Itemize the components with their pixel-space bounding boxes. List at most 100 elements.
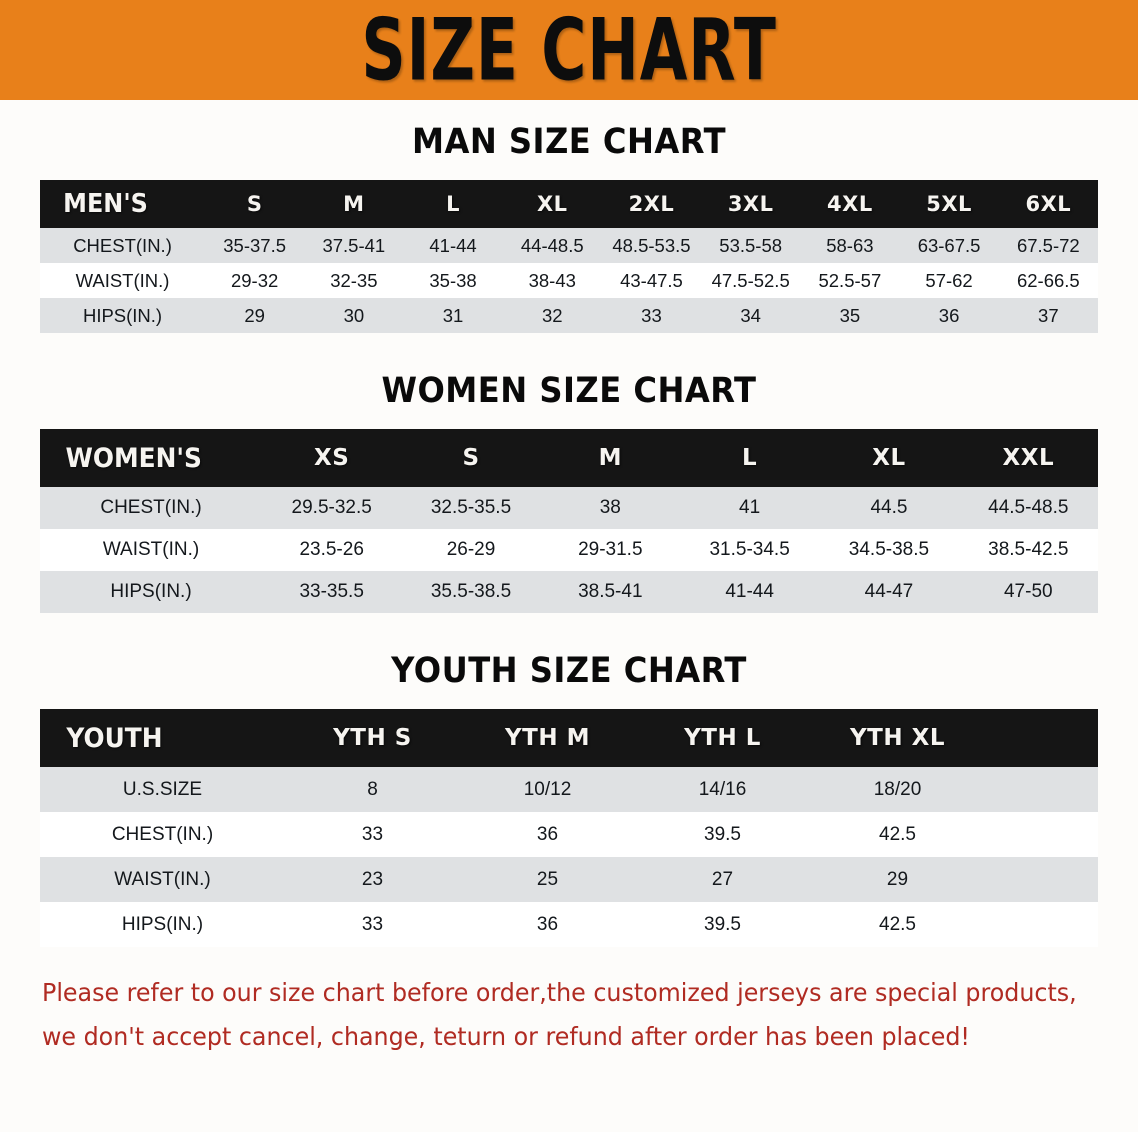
women-section-title: WOMEN SIZE CHART	[381, 371, 757, 411]
women-col-header-s: S	[462, 445, 480, 471]
page-title: SIZE CHART	[361, 0, 777, 101]
man-waist-s: 29-32	[230, 269, 279, 291]
man-table-header-row: MEN'S S M L XL 2XL 3XL 4XL 5XL 6XL	[40, 180, 1098, 228]
women-waist-xs: 23.5-26	[299, 539, 364, 560]
table-row: WAIST(IN.) 29-32 32-35 35-38 38-43 43-47…	[40, 263, 1098, 298]
women-hips-xl: 44-47	[864, 581, 914, 602]
man-waist-5xl: 57-62	[925, 269, 973, 291]
women-row-label-chest: CHEST(IN.)	[100, 497, 202, 518]
women-chest-s: 32.5-35.5	[430, 497, 512, 518]
youth-col-header-xl: YTH XL	[850, 725, 945, 751]
table-row: WAIST(IN.) 23 25 27 29	[40, 857, 1098, 902]
women-col-header-l: L	[742, 445, 758, 471]
man-hips-4xl: 35	[839, 304, 861, 326]
man-chest-4xl: 58-63	[826, 234, 874, 256]
man-hips-s: 29	[244, 304, 265, 326]
women-row-label-hips: HIPS(IN.)	[110, 581, 192, 602]
youth-hips-xl: 42.5	[879, 913, 916, 935]
table-row: WAIST(IN.) 23.5-26 26-29 29-31.5 31.5-34…	[40, 529, 1098, 571]
man-chest-5xl: 63-67.5	[917, 234, 981, 256]
women-waist-m: 29-31.5	[578, 539, 643, 560]
man-section-title: MAN SIZE CHART	[411, 122, 727, 162]
youth-us-size-s: 8	[367, 778, 378, 800]
table-row: HIPS(IN.) 29 30 31 32 33 34 35 36 37	[40, 298, 1098, 333]
women-size-table: WOMEN'S XS S M L XL XXL CHEST(IN.) 29.5-…	[40, 429, 1098, 613]
youth-waist-m: 25	[536, 868, 559, 890]
man-row-label-hips: HIPS(IN.)	[82, 304, 163, 326]
youth-waist-xl: 29	[886, 868, 909, 890]
man-chest-m: 37.5-41	[322, 234, 386, 256]
man-chest-2xl: 48.5-53.5	[612, 234, 691, 256]
man-chest-s: 35-37.5	[223, 234, 287, 256]
youth-waist-l: 27	[711, 868, 734, 890]
man-hips-6xl: 37	[1038, 304, 1059, 326]
youth-col-header-l: YTH L	[684, 725, 761, 751]
man-chart-wrapper: MEN'S S M L XL 2XL 3XL 4XL 5XL 6XL CHEST…	[40, 180, 1098, 333]
youth-chest-l: 39.5	[704, 823, 741, 845]
man-col-header-3xl: 3XL	[727, 192, 774, 216]
youth-row-label-chest: CHEST(IN.)	[111, 823, 214, 845]
man-chest-l: 41-44	[429, 234, 477, 256]
women-hips-xxl: 47-50	[1003, 581, 1053, 602]
women-chest-xs: 29.5-32.5	[291, 497, 372, 518]
man-size-table: MEN'S S M L XL 2XL 3XL 4XL 5XL 6XL CHEST…	[40, 180, 1098, 333]
man-col-header-l: L	[446, 192, 460, 216]
man-chest-3xl: 53.5-58	[719, 234, 783, 256]
youth-us-size-l: 14/16	[698, 778, 747, 800]
man-row-label-waist: WAIST(IN.)	[75, 269, 170, 291]
disclaimer-line-1: Please refer to our size chart before or…	[42, 978, 1077, 1007]
youth-chest-xl: 42.5	[879, 823, 916, 845]
table-row: CHEST(IN.) 33 36 39.5 42.5	[40, 812, 1098, 857]
disclaimer-line-2: we don't accept cancel, change, teturn o…	[42, 1022, 970, 1051]
man-waist-6xl: 62-66.5	[1016, 269, 1080, 291]
youth-table-header-row: YOUTH YTH S YTH M YTH L YTH XL	[40, 709, 1098, 767]
man-corner-label: MEN'S	[63, 189, 148, 219]
man-waist-xl: 38-43	[528, 269, 576, 291]
man-hips-2xl: 33	[641, 304, 662, 326]
man-hips-m: 30	[343, 304, 365, 326]
man-waist-3xl: 47.5-52.5	[711, 269, 790, 291]
youth-row-label-waist: WAIST(IN.)	[114, 868, 211, 890]
youth-corner-label: YOUTH	[66, 722, 163, 754]
youth-us-size-xl: 18/20	[873, 778, 922, 800]
women-hips-m: 38.5-41	[578, 581, 643, 602]
women-chest-m: 38	[599, 497, 621, 518]
man-col-header-m: M	[343, 192, 365, 216]
man-hips-l: 31	[442, 304, 464, 326]
youth-row-spacer	[985, 812, 1098, 857]
women-hips-s: 35.5-38.5	[430, 581, 512, 602]
man-col-header-2xl: 2XL	[628, 192, 675, 216]
man-row-label-chest: CHEST(IN.)	[73, 234, 172, 256]
man-waist-2xl: 43-47.5	[620, 269, 683, 291]
man-hips-xl: 32	[541, 304, 563, 326]
youth-row-spacer	[985, 857, 1098, 902]
youth-chart-wrapper: YOUTH YTH S YTH M YTH L YTH XL U.S.SIZE …	[40, 709, 1098, 947]
youth-chest-s: 33	[361, 823, 384, 845]
man-col-header-5xl: 5XL	[926, 192, 972, 216]
women-waist-s: 26-29	[446, 539, 496, 560]
table-row: U.S.SIZE 8 10/12 14/16 18/20	[40, 767, 1098, 812]
youth-row-spacer	[985, 902, 1098, 947]
women-hips-l: 41-44	[725, 581, 774, 602]
youth-row-label-hips: HIPS(IN.)	[121, 913, 204, 935]
table-row: CHEST(IN.) 29.5-32.5 32.5-35.5 38 41 44.…	[40, 487, 1098, 529]
youth-col-header-s: YTH S	[333, 725, 412, 751]
disclaimer-text: Please refer to our size chart before or…	[42, 971, 1077, 1059]
man-waist-l: 35-38	[429, 269, 477, 291]
women-table-header-row: WOMEN'S XS S M L XL XXL	[40, 429, 1098, 487]
youth-hips-l: 39.5	[704, 913, 741, 935]
women-hips-xs: 33-35.5	[299, 581, 364, 602]
women-chest-xl: 44.5	[870, 497, 908, 518]
women-waist-xl: 34.5-38.5	[848, 539, 930, 560]
women-waist-xxl: 38.5-42.5	[988, 539, 1069, 560]
table-row: HIPS(IN.) 33-35.5 35.5-38.5 38.5-41 41-4…	[40, 571, 1098, 613]
women-col-header-xl: XL	[872, 445, 906, 471]
man-col-header-6xl: 6XL	[1025, 192, 1072, 216]
man-chest-xl: 44-48.5	[520, 234, 584, 256]
women-col-header-xxl: XXL	[1002, 445, 1055, 471]
man-chest-6xl: 67.5-72	[1016, 234, 1080, 256]
man-waist-4xl: 52.5-57	[818, 269, 882, 291]
youth-col-header-m: YTH M	[505, 725, 590, 751]
man-col-header-4xl: 4XL	[827, 192, 873, 216]
